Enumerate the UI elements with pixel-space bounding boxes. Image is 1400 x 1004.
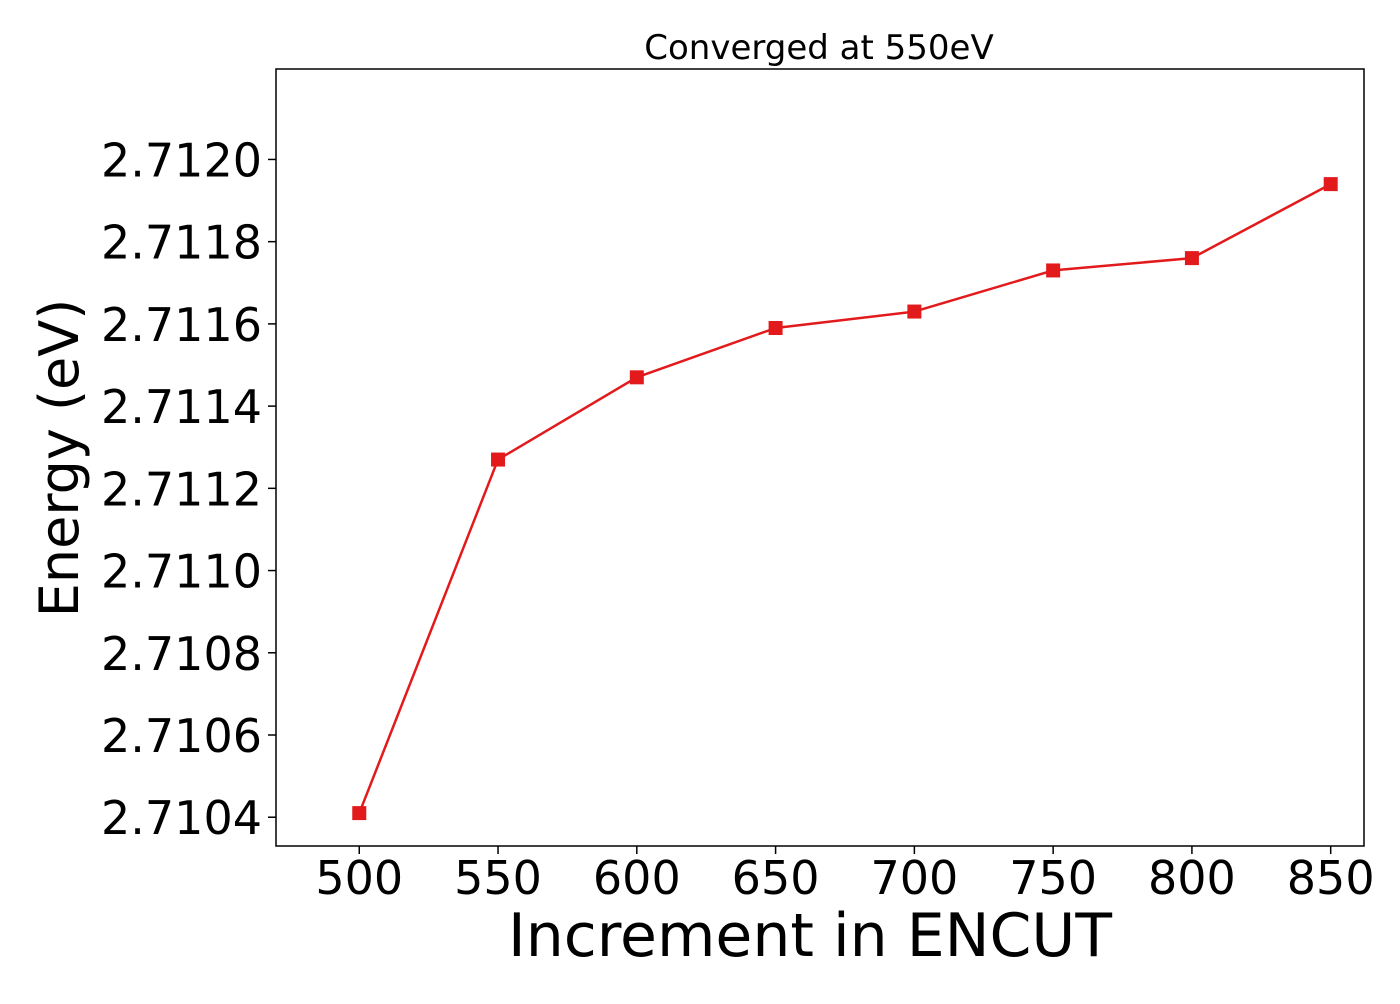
- series-layer: [352, 177, 1338, 821]
- y-tick-label: 2.7116: [101, 298, 262, 352]
- series-line: [358, 182, 1332, 814]
- y-tick-label: 2.7120: [101, 133, 262, 187]
- data-point: [352, 806, 367, 821]
- chart-title: Converged at 550eV: [644, 28, 993, 68]
- y-axis-label: Energy (eV): [28, 299, 91, 618]
- data-point: [768, 321, 783, 335]
- y-tick-label: 2.7114: [101, 380, 262, 434]
- data-point: [1184, 251, 1199, 266]
- x-axis-label: Increment in ENCUT: [508, 901, 1112, 971]
- data-point: [629, 370, 644, 385]
- y-tick-label: 2.7112: [101, 462, 262, 516]
- plot-area: 500 550 600 650 700 750 800 850 2.71042.71062.7…: [101, 68, 1375, 905]
- x-tick-label: 850: [1287, 851, 1375, 905]
- y-tick-label: 2.7104: [101, 791, 262, 845]
- data-point: [1323, 177, 1338, 192]
- x-tick-label: 550: [454, 851, 542, 905]
- x-tick-label: 750: [1009, 851, 1097, 905]
- x-tick-label: 500: [315, 851, 403, 905]
- y-tick-label: 2.7110: [101, 545, 262, 599]
- y-tick-label: 2.7108: [101, 627, 262, 681]
- data-point: [491, 452, 506, 467]
- plot-frame: [275, 68, 1365, 847]
- y-axis: 2.7104 2.7106 2.7108 2.7110 2.7112 2.7114 2.71…: [101, 133, 276, 845]
- x-tick-label: 800: [1148, 851, 1236, 905]
- x-tick-label: 600: [593, 851, 681, 905]
- x-tick-label: 650: [732, 851, 820, 905]
- y-tick-label: 2.7118: [101, 216, 262, 270]
- x-tick-label: 700: [870, 851, 958, 905]
- data-point: [1046, 263, 1061, 278]
- y-tick-label: 2.7106: [101, 709, 262, 763]
- data-point: [907, 304, 922, 319]
- x-axis: 500 550 600 650 700 750 800 850: [315, 846, 1375, 905]
